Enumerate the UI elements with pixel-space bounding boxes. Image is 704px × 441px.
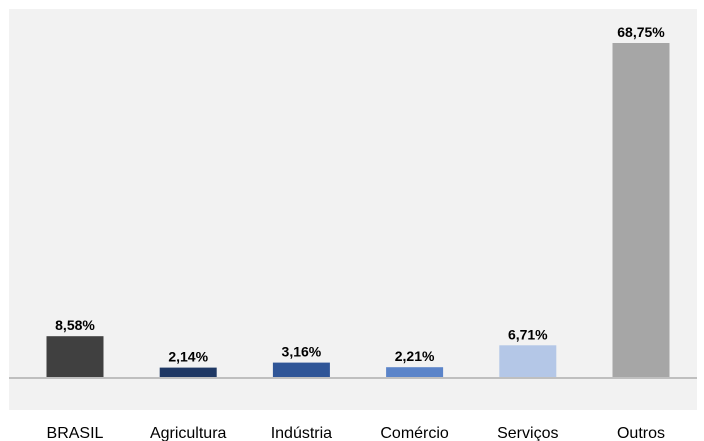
bar-serviços bbox=[499, 345, 557, 378]
data-label-agricultura: 2,14% bbox=[168, 349, 208, 365]
data-label-outros: 68,75% bbox=[617, 24, 665, 40]
plot-area bbox=[9, 9, 697, 410]
category-label-outros: Outros bbox=[617, 425, 665, 441]
data-label-brasil: 8,58% bbox=[55, 317, 95, 333]
category-label-brasil: BRASIL bbox=[47, 425, 104, 441]
category-labels-group: BRASIL Agricultura Indústria Comércio Serviç… bbox=[47, 425, 665, 441]
category-label-agricultura: Agricultura bbox=[150, 425, 227, 441]
bar-comércio bbox=[386, 367, 444, 378]
category-label-comércio: Comércio bbox=[380, 425, 449, 441]
bar-indústria bbox=[272, 362, 330, 378]
category-label-indústria: Indústria bbox=[271, 425, 332, 441]
bar-agricultura bbox=[159, 367, 217, 378]
data-label-indústria: 3,16% bbox=[282, 344, 322, 360]
category-label-serviços: Serviços bbox=[497, 425, 558, 441]
bar-outros bbox=[612, 43, 670, 378]
data-labels-group: 8,58% 2,14% 3,16% 2,21% 6,71% 68,75% bbox=[55, 24, 665, 365]
data-label-comércio: 2,21% bbox=[395, 348, 435, 364]
bars-group bbox=[46, 43, 670, 378]
bar-brasil bbox=[46, 336, 104, 378]
data-label-serviços: 6,71% bbox=[508, 326, 548, 342]
